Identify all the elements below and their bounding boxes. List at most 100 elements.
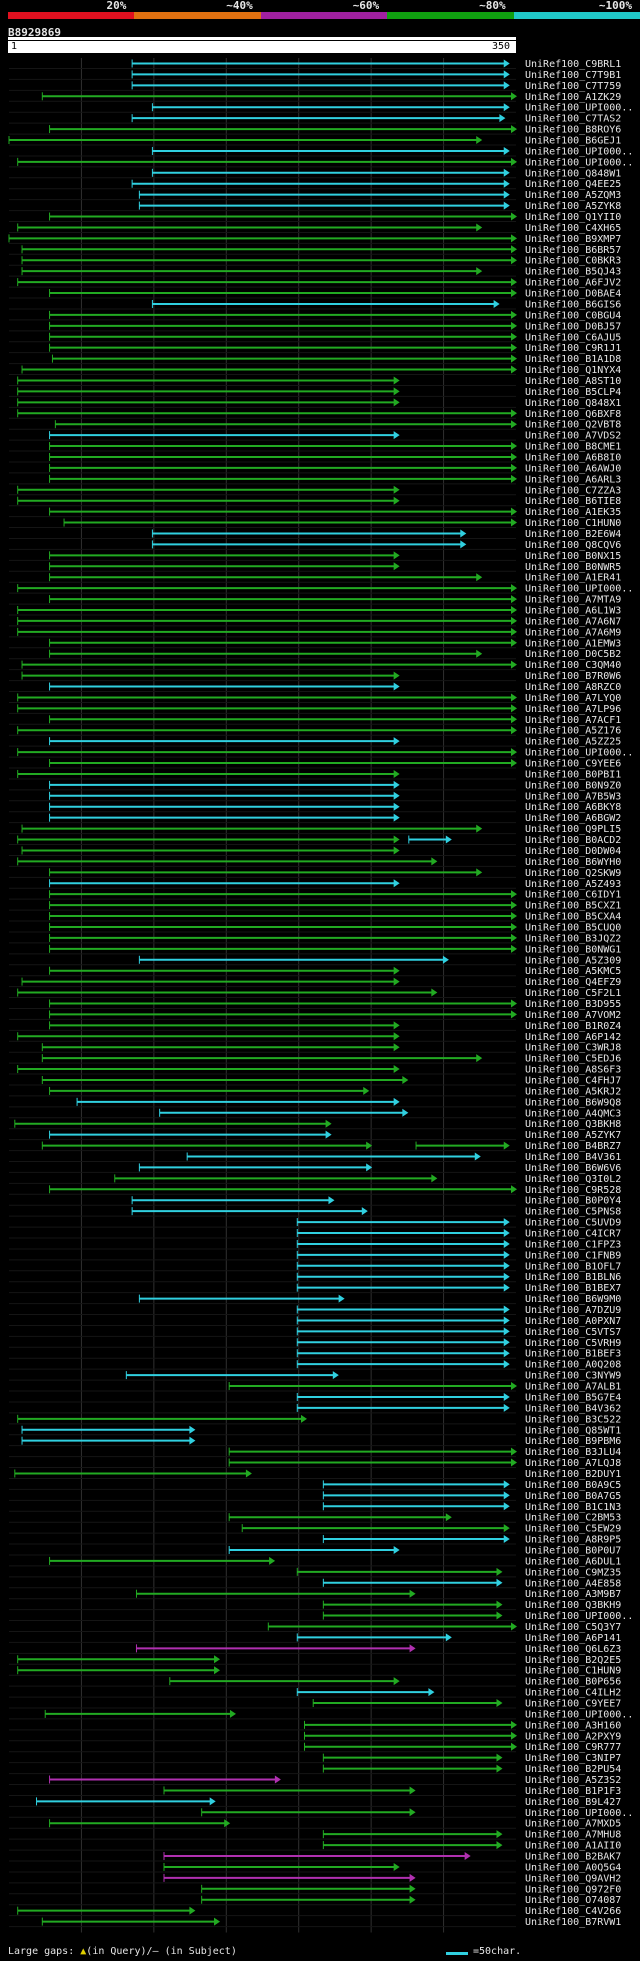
- hit-label[interactable]: UniRef100_B9XMP7: [525, 234, 621, 245]
- hit-label[interactable]: UniRef100_B8CME1: [525, 442, 621, 453]
- hit-label[interactable]: UniRef100_A8R9P5: [525, 1535, 621, 1546]
- hit-label[interactable]: UniRef100_B0ACD2: [525, 835, 621, 846]
- hit-row[interactable]: UniRef100_C7ZZA3: [9, 485, 621, 496]
- hit-row[interactable]: UniRef100_B0N9Z0: [9, 780, 621, 791]
- hit-row[interactable]: UniRef100_B1BEF3: [9, 1349, 621, 1360]
- hit-row[interactable]: UniRef100_C3QM40: [9, 660, 621, 671]
- hit-label[interactable]: UniRef100_C0BGU4: [525, 310, 621, 321]
- hit-row[interactable]: UniRef100_Q8CQV6: [9, 540, 621, 551]
- hit-label[interactable]: UniRef100_C4ILH2: [525, 1688, 621, 1699]
- hit-row[interactable]: UniRef100_B9L427: [9, 1797, 621, 1808]
- hit-row[interactable]: UniRef100_B6BR57: [9, 245, 621, 256]
- hit-row[interactable]: UniRef100_A6AWJ0: [9, 463, 621, 474]
- hit-label[interactable]: UniRef100_B9L427: [525, 1797, 621, 1808]
- hit-row[interactable]: UniRef100_Q3BKH9: [9, 1600, 621, 1611]
- hit-row[interactable]: UniRef100_C5VTS7: [9, 1327, 621, 1338]
- hit-label[interactable]: UniRef100_A5ZYK8: [525, 201, 621, 212]
- hit-label[interactable]: UniRef100_A6BKY8: [525, 802, 621, 813]
- hit-row[interactable]: UniRef100_A0Q208: [9, 1360, 621, 1371]
- hit-label[interactable]: UniRef100_C5PNS8: [525, 1207, 621, 1218]
- hit-label[interactable]: UniRef100_B0P656: [525, 1677, 621, 1688]
- hit-label[interactable]: UniRef100_C5VTS7: [525, 1327, 621, 1338]
- hit-label[interactable]: UniRef100_Q848X1: [525, 398, 621, 409]
- hit-row[interactable]: UniRef100_C7T759: [9, 81, 621, 92]
- hit-label[interactable]: UniRef100_Q6BXF8: [525, 409, 621, 420]
- hit-row[interactable]: UniRef100_Q1YII0: [9, 212, 621, 223]
- hit-row[interactable]: UniRef100_B3JLU4: [9, 1447, 621, 1458]
- hit-label[interactable]: UniRef100_A6L1W3: [525, 606, 621, 617]
- hit-row[interactable]: UniRef100_A7MXD5: [9, 1819, 621, 1830]
- hit-row[interactable]: UniRef100_C1FNB9: [9, 1250, 621, 1261]
- hit-row[interactable]: UniRef100_UPI000..: [9, 748, 633, 759]
- hit-row[interactable]: UniRef100_B6GEJ1: [8, 136, 621, 147]
- hit-label[interactable]: UniRef100_UPI000..: [525, 1709, 633, 1720]
- hit-row[interactable]: UniRef100_B2Q2E5: [9, 1655, 621, 1666]
- hit-row[interactable]: UniRef100_Q2VBT8: [9, 420, 621, 431]
- hit-label[interactable]: UniRef100_A6B8I0: [525, 452, 621, 463]
- hit-label[interactable]: UniRef100_B1OFL7: [525, 1261, 621, 1272]
- hit-row[interactable]: UniRef100_Q848W1: [9, 168, 621, 179]
- hit-row[interactable]: UniRef100_A1EMW3: [9, 638, 621, 649]
- hit-row[interactable]: UniRef100_A7ACF1: [9, 715, 621, 726]
- hit-row[interactable]: UniRef100_Q2SKW9: [9, 868, 621, 879]
- hit-label[interactable]: UniRef100_A5KRJ2: [525, 1086, 621, 1097]
- hit-label[interactable]: UniRef100_C1FPZ3: [525, 1239, 621, 1250]
- hit-label[interactable]: UniRef100_A6P142: [525, 1032, 621, 1043]
- hit-row[interactable]: UniRef100_B4V361: [9, 1152, 621, 1163]
- hit-label[interactable]: UniRef100_A7VDS2: [525, 431, 621, 442]
- hit-label[interactable]: UniRef100_C4FHJ7: [525, 1075, 621, 1086]
- hit-row[interactable]: UniRef100_Q3I0L2: [9, 1174, 621, 1185]
- hit-row[interactable]: UniRef100_A3H160: [9, 1720, 621, 1731]
- hit-row[interactable]: UniRef100_C9R528: [9, 1185, 621, 1196]
- hit-label[interactable]: UniRef100_C9YEE6: [525, 759, 621, 770]
- hit-row[interactable]: UniRef100_C5PNS8: [9, 1207, 621, 1218]
- hit-row[interactable]: UniRef100_B9XMP7: [8, 234, 621, 245]
- hit-row[interactable]: UniRef100_B5QJ43: [9, 267, 621, 278]
- hit-label[interactable]: UniRef100_C1FNB9: [525, 1250, 621, 1261]
- hit-label[interactable]: UniRef100_D0BAE4: [525, 289, 621, 300]
- hit-row[interactable]: UniRef100_B1A1D8: [9, 354, 621, 365]
- hit-label[interactable]: UniRef100_A6BGW2: [525, 813, 621, 824]
- hit-row[interactable]: UniRef100_C1HUN9: [9, 1666, 621, 1677]
- hit-row[interactable]: UniRef100_A7LP96: [9, 704, 621, 715]
- hit-label[interactable]: UniRef100_C3WRJ8: [525, 1043, 621, 1054]
- hit-label[interactable]: UniRef100_B4BRZ7: [525, 1141, 621, 1152]
- hit-label[interactable]: UniRef100_C5F2L1: [525, 988, 621, 999]
- hit-label[interactable]: UniRef100_C9R528: [525, 1185, 621, 1196]
- hit-label[interactable]: UniRef100_B2DUY1: [525, 1469, 621, 1480]
- hit-label[interactable]: UniRef100_A7DZU9: [525, 1305, 621, 1316]
- hit-label[interactable]: UniRef100_B6W6V6: [525, 1163, 621, 1174]
- hit-row[interactable]: UniRef100_UPI000..: [9, 584, 633, 595]
- hit-label[interactable]: UniRef100_B5CXZ1: [525, 901, 621, 912]
- hit-row[interactable]: UniRef100_B5CXZ1: [9, 901, 621, 912]
- hit-label[interactable]: UniRef100_B0NWR5: [525, 562, 621, 573]
- hit-label[interactable]: UniRef100_B6BR57: [525, 245, 621, 256]
- hit-label[interactable]: UniRef100_A6DUL1: [525, 1556, 621, 1567]
- hit-row[interactable]: UniRef100_A1ER41: [9, 573, 621, 584]
- hit-label[interactable]: UniRef100_A5ZZ25: [525, 737, 621, 748]
- hit-row[interactable]: UniRef100_C9R1J1: [9, 343, 621, 354]
- hit-row[interactable]: UniRef100_A7A6M9: [9, 627, 621, 638]
- hit-row[interactable]: UniRef100_A5Z176: [9, 726, 621, 737]
- hit-row[interactable]: UniRef100_C6IDY1: [9, 890, 621, 901]
- hit-label[interactable]: UniRef100_A8RZC0: [525, 682, 621, 693]
- hit-label[interactable]: UniRef100_B6W9M0: [525, 1294, 621, 1305]
- hit-label[interactable]: UniRef100_A7A6N7: [525, 616, 621, 627]
- hit-label[interactable]: UniRef100_B4V362: [525, 1403, 621, 1414]
- hit-row[interactable]: UniRef100_C7T9B1: [9, 70, 621, 81]
- hit-row[interactable]: UniRef100_B6GIS6: [9, 299, 621, 310]
- hit-label[interactable]: UniRef100_Q3BKH9: [525, 1600, 621, 1611]
- hit-label[interactable]: UniRef100_A5Z176: [525, 726, 621, 737]
- hit-row[interactable]: UniRef100_B2PU54: [9, 1764, 621, 1775]
- hit-label[interactable]: UniRef100_Q8CQV6: [525, 540, 621, 551]
- hit-row[interactable]: UniRef100_UPI000..: [9, 1808, 633, 1819]
- hit-label[interactable]: UniRef100_B2E6W4: [525, 529, 621, 540]
- hit-row[interactable]: UniRef100_B0NWG1: [9, 944, 621, 955]
- hit-label[interactable]: UniRef100_A1ER41: [525, 573, 621, 584]
- hit-row[interactable]: UniRef100_A7A6N7: [9, 616, 621, 627]
- hit-label[interactable]: UniRef100_A0Q208: [525, 1360, 621, 1371]
- hit-label[interactable]: UniRef100_A7LP96: [525, 704, 621, 715]
- hit-row[interactable]: UniRef100_A7MHU8: [9, 1830, 621, 1841]
- hit-label[interactable]: UniRef100_B6TIE8: [525, 496, 621, 507]
- hit-row[interactable]: UniRef100_UPI000..: [9, 146, 633, 157]
